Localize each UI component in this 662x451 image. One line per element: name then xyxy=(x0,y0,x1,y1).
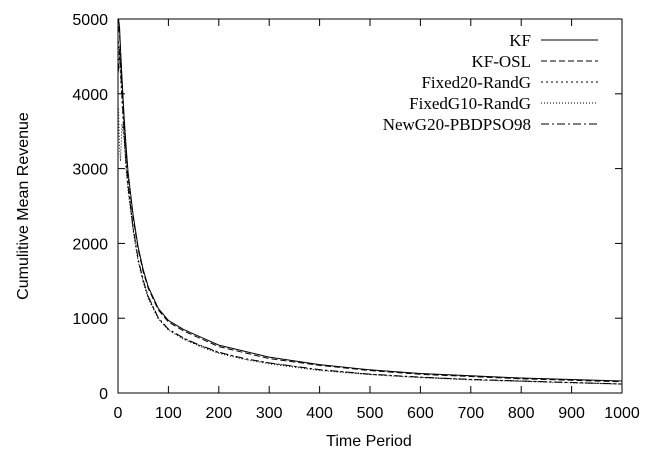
y-tick-label: 1000 xyxy=(72,311,108,328)
y-axis-title: Cumulitive Mean Revenue xyxy=(15,112,32,300)
y-tick-label: 5000 xyxy=(72,12,108,29)
x-tick-label: 0 xyxy=(114,405,123,422)
x-ticks-group: 0 100 200 300 400 500 600 700 800 900 1000 xyxy=(114,19,640,422)
y-tick-label: 3000 xyxy=(72,162,108,179)
series-line-2 xyxy=(118,26,623,383)
x-tick-label: 400 xyxy=(306,405,333,422)
plot-frame-group xyxy=(117,18,623,394)
x-tick-label: 200 xyxy=(205,405,232,422)
legend-label: KF xyxy=(509,31,531,50)
series-line-1 xyxy=(118,18,623,382)
plot-frame xyxy=(117,18,623,394)
x-tick-label: 800 xyxy=(508,405,535,422)
x-tick-label: 900 xyxy=(558,405,585,422)
y-tick-label: 2000 xyxy=(72,236,108,253)
legend-label: Fixed20-RandG xyxy=(421,73,531,92)
x-tick-label: 100 xyxy=(155,405,182,422)
y-tick-label: 0 xyxy=(99,386,108,403)
x-tick-label: 500 xyxy=(357,405,384,422)
legend-label: NewG20-PBDPSO98 xyxy=(383,115,531,134)
x-tick-label: 300 xyxy=(256,405,283,422)
legend-label: FixedG10-RandG xyxy=(409,94,531,113)
y-tick-label: 4000 xyxy=(72,87,108,104)
x-tick-label: 600 xyxy=(407,405,434,422)
legend-label: KF-OSL xyxy=(471,52,531,71)
series-line-3 xyxy=(118,41,623,385)
x-tick-label: 1000 xyxy=(604,405,640,422)
x-tick-label: 700 xyxy=(457,405,484,422)
y-ticks-group: 0 1000 2000 3000 4000 5000 xyxy=(72,12,622,403)
series-line-5 xyxy=(118,48,623,385)
legend-group: KF KF-OSL Fixed20-RandG FixedG10-RandG NewG2… xyxy=(383,31,598,134)
series-group xyxy=(118,18,623,385)
x-axis-title: Time Period xyxy=(326,433,412,450)
